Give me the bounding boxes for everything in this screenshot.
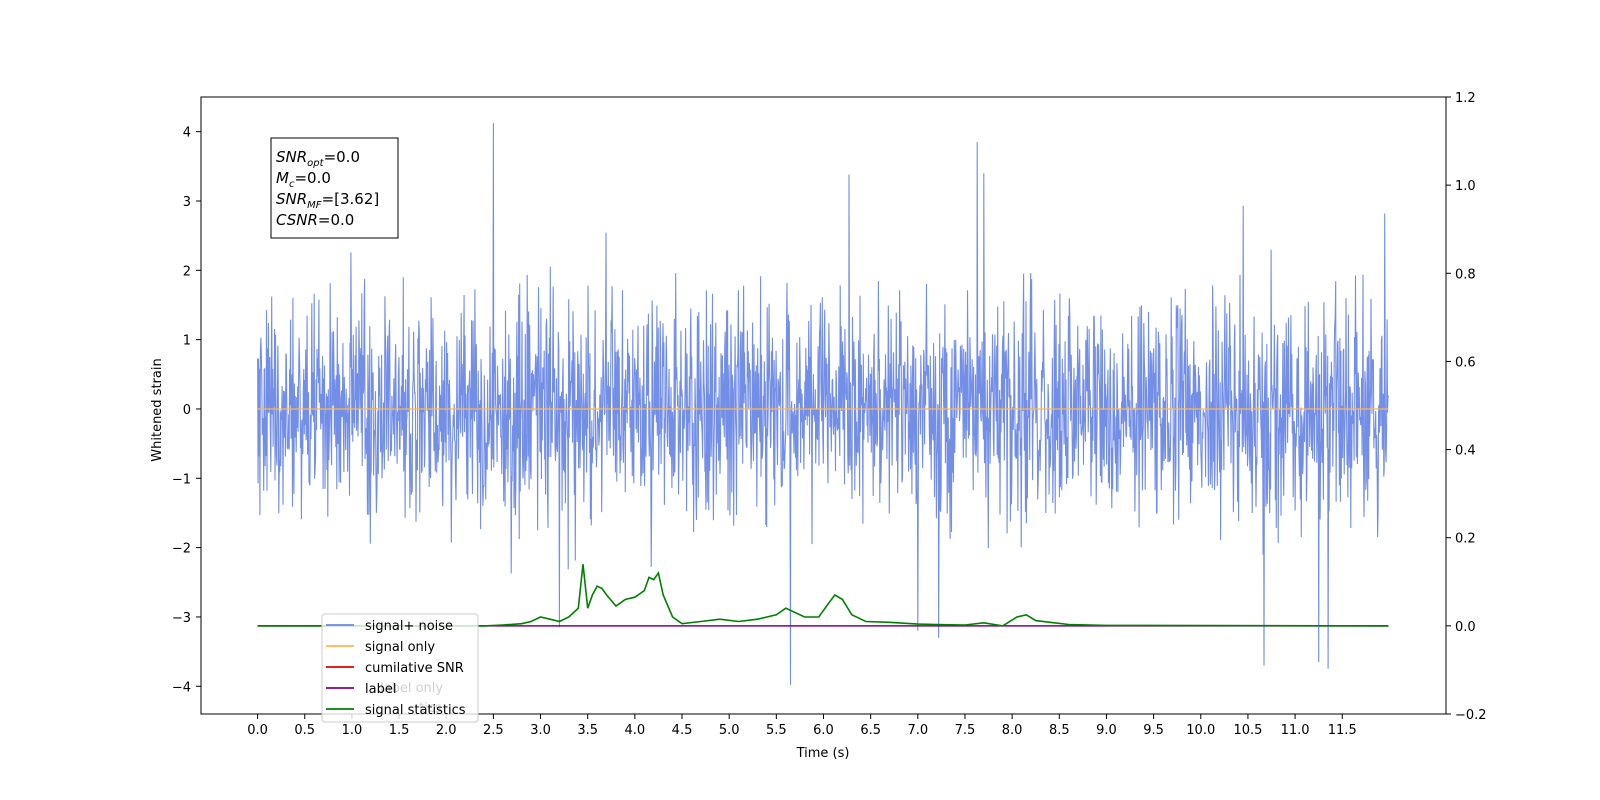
x-tick-label: 4.5 (672, 723, 693, 738)
x-tick-label: 1.0 (342, 723, 363, 738)
y-tick-label: −4 (172, 680, 191, 695)
right-y-tick-label: 0.2 (1455, 532, 1476, 547)
x-tick-label: 2.5 (483, 723, 504, 738)
x-tick-label: 5.0 (719, 723, 740, 738)
legend-ghost-label: label only (380, 681, 443, 696)
y-tick-label: −2 (172, 542, 191, 557)
y-axis-label: Whitened strain (150, 358, 165, 461)
x-tick-label: 9.0 (1096, 723, 1117, 738)
x-tick-label: 0.5 (294, 723, 315, 738)
y-tick-label: 2 (183, 264, 191, 279)
x-tick-label: 7.5 (955, 723, 976, 738)
x-tick-label: 4.0 (625, 723, 646, 738)
x-tick-label: 10.0 (1186, 723, 1215, 738)
x-tick-label: 3.0 (530, 723, 551, 738)
y-tick-label: −1 (172, 472, 191, 487)
right-y-tick-label: 0.0 (1455, 620, 1476, 635)
right-y-axis-ticks: 1.2 1.0 0.8 0.6 0.4 0.2 0.0 −0.2 (1446, 91, 1487, 723)
right-y-tick-label: 1.2 (1455, 91, 1476, 106)
legend-entry-label: signal only (365, 640, 435, 655)
x-axis-label: Time (s) (796, 746, 850, 761)
x-tick-label: 11.0 (1281, 723, 1310, 738)
y-tick-label: 0 (183, 403, 191, 418)
x-tick-label: 9.5 (1143, 723, 1164, 738)
x-tick-label: 2.0 (436, 723, 457, 738)
right-y-tick-label: 0.6 (1455, 355, 1476, 370)
x-tick-label: 6.5 (860, 723, 881, 738)
y-tick-label: 4 (183, 126, 191, 141)
x-tick-label: 0.0 (247, 723, 268, 738)
info-box-frame (270, 137, 399, 239)
legend-entry-label: label (365, 682, 396, 697)
right-y-tick-label: 1.0 (1455, 179, 1476, 194)
legend-ghost-label: tics (419, 701, 442, 716)
x-axis-ticks: 0.0 0.5 1.0 1.5 2.0 2.5 3.0 3.5 4.0 4.5 5.0 5.5 6.0 6… (247, 714, 1357, 738)
x-tick-label: 1.5 (389, 723, 410, 738)
legend-entry-label: signal+ noise (365, 619, 453, 634)
x-tick-label: 6.0 (813, 723, 834, 738)
legend-entry-label: signal statistics (365, 703, 466, 718)
y-tick-label: 1 (183, 334, 191, 349)
y-tick-label: 3 (183, 195, 191, 210)
legend-entry-label: cumilative SNR (365, 661, 464, 676)
legend: label only tics signal+ noise signal only cu… (321, 613, 479, 723)
x-tick-label: 10.5 (1233, 723, 1262, 738)
series-signal-statistics-line (257, 564, 1389, 627)
x-tick-label: 7.0 (907, 723, 928, 738)
info-line: SNRMF=[3.62] (276, 190, 379, 211)
info-line: SNRopt=0.0 (276, 148, 360, 169)
right-y-tick-label: −0.2 (1455, 708, 1487, 723)
y-tick-label: −3 (172, 611, 191, 626)
y-axis-ticks: 4 3 2 1 0 −1 −2 −3 −4 (172, 126, 201, 695)
x-tick-label: 3.5 (577, 723, 598, 738)
x-tick-label: 5.5 (766, 723, 787, 738)
info-line: CSNR=0.0 (276, 211, 354, 229)
info-line: Mc=0.0 (276, 169, 331, 190)
legend-frame (321, 613, 479, 723)
series-signal-noise-line (257, 123, 1390, 685)
right-y-tick-label: 0.4 (1455, 444, 1476, 459)
x-tick-label: 8.0 (1002, 723, 1023, 738)
x-tick-label: 8.5 (1049, 723, 1070, 738)
x-tick-label: 11.5 (1328, 723, 1357, 738)
right-y-tick-label: 0.8 (1455, 267, 1476, 282)
